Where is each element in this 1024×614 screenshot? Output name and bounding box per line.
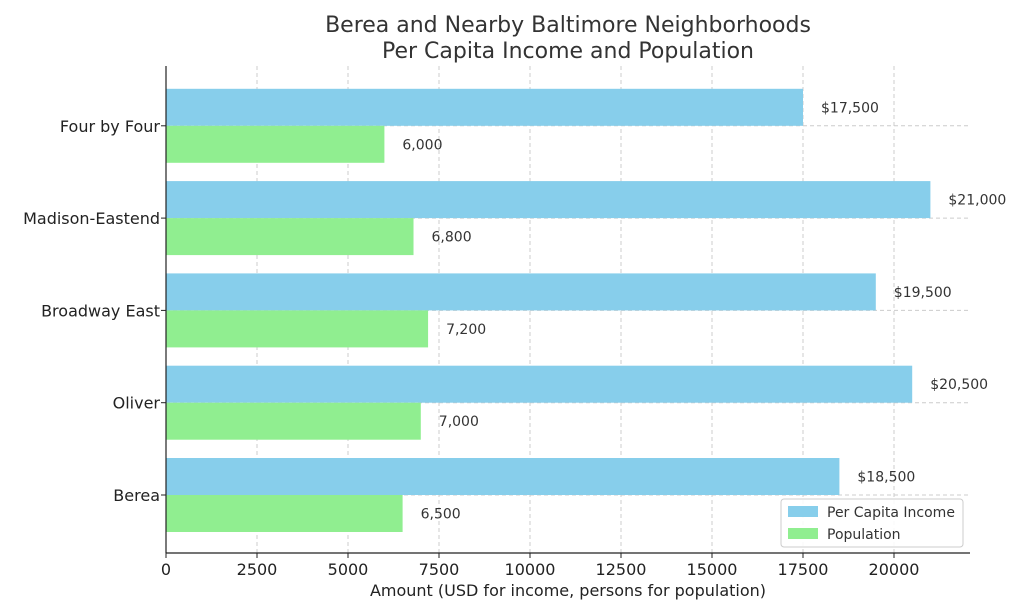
legend-label-per-capita-income: Per Capita Income [827, 505, 955, 521]
bar-population-oliver [166, 402, 421, 440]
bar-population-broadway-east [166, 310, 429, 348]
data-label-per-capita-income-madison-eastend: $21,000 [948, 193, 1006, 209]
chart-title-line-1: Berea and Nearby Baltimore Neighborhoods [325, 13, 811, 38]
data-label-population-broadway-east: 7,200 [446, 322, 486, 338]
data-label-per-capita-income-broadway-east: $19,500 [894, 285, 952, 301]
bar-per-capita-income-four-by-four [166, 88, 803, 126]
x-axis-ticks: 0 2500 5000 7500 10000 12500 15000 17500 20000 [161, 553, 920, 579]
x-axis-title: Amount (USD for income, persons for popu… [370, 581, 766, 600]
data-labels: $18,500 6,500 $20,500 7,000 $19,500 7,200 $21,… [402, 100, 1006, 522]
legend: Per Capita Income Population [780, 498, 964, 548]
bar-per-capita-income-berea [166, 458, 840, 495]
legend-box [780, 498, 964, 548]
y-tick-label-broadway-east: Broadway East [41, 301, 160, 320]
data-label-per-capita-income-berea: $18,500 [857, 470, 915, 486]
bar-per-capita-income-oliver [166, 365, 913, 403]
x-tick-label: 12500 [596, 560, 647, 579]
data-label-population-four-by-four: 6,000 [402, 137, 442, 153]
y-tick-label-berea: Berea [113, 486, 160, 505]
bar-population-madison-eastend [166, 218, 414, 256]
x-tick-label: 17500 [778, 560, 829, 579]
data-label-population-berea: 6,500 [421, 507, 461, 523]
bar-population-four-by-four [166, 125, 385, 163]
x-tick-label: 0 [161, 560, 171, 579]
bars [166, 88, 931, 532]
data-label-per-capita-income-four-by-four: $17,500 [821, 100, 879, 116]
legend-swatch-per-capita-income [788, 506, 818, 517]
bar-per-capita-income-broadway-east [166, 273, 876, 311]
x-tick-label: 10000 [505, 560, 556, 579]
chart-title-line-2: Per Capita Income and Population [382, 39, 754, 64]
data-label-per-capita-income-oliver: $20,500 [930, 377, 988, 393]
x-tick-label: 5000 [328, 560, 369, 579]
data-label-population-madison-eastend: 6,800 [432, 230, 472, 246]
y-tick-label-four-by-four: Four by Four [60, 117, 161, 136]
data-label-population-oliver: 7,000 [439, 414, 479, 430]
y-tick-label-oliver: Oliver [113, 394, 161, 413]
x-tick-label: 20000 [869, 560, 920, 579]
x-tick-label: 15000 [687, 560, 738, 579]
legend-label-population: Population [827, 527, 901, 543]
x-tick-label: 2500 [237, 560, 278, 579]
y-axis-ticks: Berea Oliver Broadway East Madison-Eastend F… [23, 117, 166, 505]
y-tick-label-madison-eastend: Madison-Eastend [23, 209, 160, 228]
x-tick-label: 7500 [419, 560, 460, 579]
bar-per-capita-income-madison-eastend [166, 181, 931, 219]
bar-population-berea [166, 495, 403, 532]
legend-swatch-population [788, 528, 818, 539]
